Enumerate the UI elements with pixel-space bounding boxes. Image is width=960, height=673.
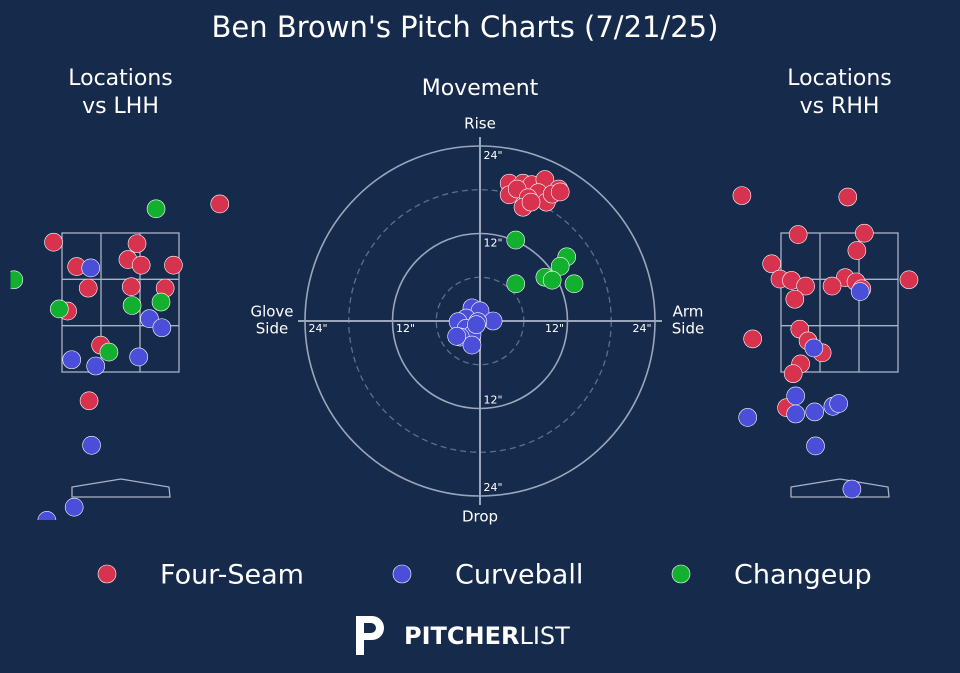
movement-points bbox=[447, 170, 584, 355]
pitch-point bbox=[64, 497, 84, 517]
label: vs RHH bbox=[800, 94, 880, 119]
pitch-point bbox=[785, 289, 805, 309]
pitch-point bbox=[121, 277, 141, 297]
pitch-point bbox=[10, 270, 24, 290]
pitch-point bbox=[838, 187, 858, 207]
label: Arm bbox=[673, 303, 704, 321]
pitch-point bbox=[447, 327, 466, 346]
pitch-point bbox=[122, 296, 142, 315]
pitch-point bbox=[129, 347, 148, 367]
pitch-point bbox=[86, 356, 105, 376]
location-points bbox=[732, 186, 919, 499]
pitch-point bbox=[847, 241, 867, 260]
pitch-point bbox=[49, 299, 69, 319]
pitch-point bbox=[131, 255, 151, 275]
pitch-point bbox=[786, 404, 805, 424]
pitch-point bbox=[37, 511, 57, 520]
pitch-point bbox=[564, 274, 584, 294]
pitch-point bbox=[806, 436, 825, 456]
pitch-point bbox=[805, 402, 824, 422]
pitch-point bbox=[82, 435, 101, 455]
label: Drop bbox=[462, 508, 498, 526]
ring-label: 24" bbox=[632, 322, 651, 335]
legend-label: Changeup bbox=[734, 560, 872, 591]
pitch-point bbox=[783, 364, 803, 383]
legend-marker bbox=[392, 564, 412, 584]
legend-label: Four-Seam bbox=[160, 560, 304, 591]
pitch-point bbox=[786, 386, 805, 406]
ring-label: 12" bbox=[483, 237, 502, 250]
ring-label: 12" bbox=[545, 322, 564, 335]
pitch-point bbox=[506, 230, 526, 250]
pitch-point bbox=[521, 192, 541, 212]
pitch-point bbox=[899, 270, 919, 290]
pitch-point bbox=[850, 282, 870, 301]
pitch-point bbox=[542, 270, 562, 290]
pitch-point bbox=[796, 276, 815, 296]
pitch-point bbox=[44, 232, 63, 252]
legend-marker bbox=[671, 564, 691, 584]
pitch-point bbox=[506, 274, 526, 294]
logo-text: PITCHERLIST bbox=[404, 622, 570, 650]
ring-label: 24" bbox=[483, 481, 502, 494]
pitch-point bbox=[81, 258, 101, 278]
pitch-point bbox=[855, 223, 874, 243]
pitch-point bbox=[467, 315, 486, 334]
pitch-point bbox=[79, 391, 99, 411]
legend-marker bbox=[97, 564, 117, 584]
pitch-point bbox=[152, 318, 172, 338]
pitch-point bbox=[151, 292, 171, 312]
pitch-point bbox=[738, 408, 757, 427]
pitch-point bbox=[164, 255, 183, 275]
pitch-point bbox=[62, 350, 82, 370]
ring-label: 24" bbox=[483, 149, 502, 162]
logo-light: LIST bbox=[519, 622, 570, 650]
pitch-point bbox=[788, 225, 808, 244]
logo-bold: PITCHER bbox=[404, 622, 519, 650]
location-points bbox=[10, 194, 230, 520]
pitch-point bbox=[829, 394, 848, 413]
ring-label: 24" bbox=[308, 322, 327, 335]
ring-label: 12" bbox=[396, 322, 415, 335]
label: vs LHH bbox=[82, 94, 159, 119]
pitch-point bbox=[732, 186, 752, 205]
label: Side bbox=[672, 320, 704, 338]
label: Glove bbox=[250, 303, 293, 321]
label: Rise bbox=[464, 115, 496, 133]
pitch-point bbox=[550, 182, 570, 202]
label: Side bbox=[256, 320, 288, 338]
pitch-point bbox=[804, 338, 824, 358]
pitch-point bbox=[762, 254, 781, 274]
pitch-point bbox=[99, 342, 119, 362]
pitch-point bbox=[842, 479, 862, 499]
pitch-point bbox=[78, 278, 98, 298]
ring-label: 12" bbox=[483, 394, 502, 407]
pitch-point bbox=[127, 234, 147, 253]
legend-label: Curveball bbox=[455, 560, 583, 591]
page-title: Ben Brown's Pitch Charts (7/21/25) bbox=[212, 10, 719, 44]
pitch-point bbox=[210, 194, 230, 214]
label: Movement bbox=[422, 76, 539, 101]
pitch-point bbox=[743, 329, 762, 349]
pitch-point bbox=[550, 257, 570, 276]
pitch-point bbox=[146, 199, 166, 219]
pitch-point bbox=[822, 276, 842, 296]
pitch-point bbox=[462, 335, 482, 355]
logo: PITCHERLIST bbox=[356, 616, 570, 655]
label: Locations bbox=[68, 66, 173, 91]
label: Locations bbox=[787, 66, 892, 91]
